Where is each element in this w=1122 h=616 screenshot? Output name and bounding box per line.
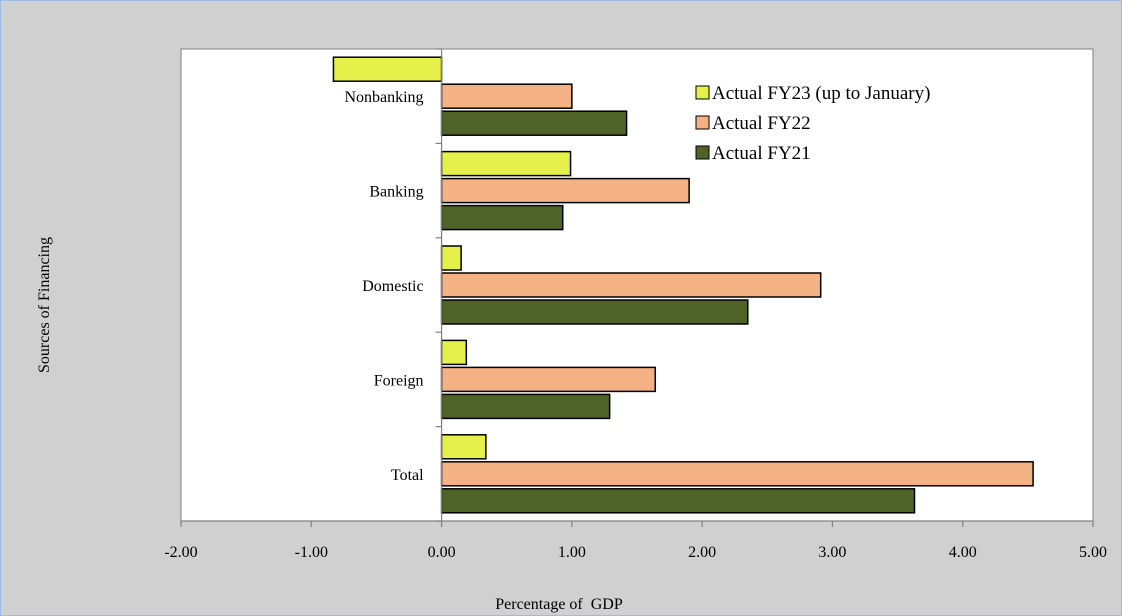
legend-swatch-0 — [695, 85, 710, 100]
legend-label-2: Actual FY21 — [712, 143, 811, 164]
value-tick-label: 2.00 — [688, 544, 716, 561]
category-label-foreign: Foreign — [374, 372, 424, 389]
category-label-nonbanking: Nonbanking — [344, 89, 423, 106]
value-tick-label: 0.00 — [428, 544, 456, 561]
legend-label-0: Actual FY23 (up to January) — [712, 83, 930, 104]
bar-foreign-series-2 — [440, 393, 611, 420]
ticks-group: Nonbanking Banking Domestic Foreign Total -2.… — [164, 89, 1107, 561]
bar-nonbanking-series-2 — [440, 110, 628, 136]
x-axis-title: Percentage of GDP — [495, 596, 623, 613]
bar-domestic-series-2 — [440, 299, 749, 325]
value-tick-label: 1.00 — [558, 544, 586, 561]
bar-foreign-series-0 — [440, 339, 468, 366]
bar-nonbanking-series-1 — [440, 83, 573, 109]
bar-foreign-series-1 — [440, 366, 656, 393]
legend-swatch-1 — [695, 115, 710, 130]
bar-total-series-0 — [440, 434, 487, 460]
value-tick-label: 3.00 — [818, 544, 846, 561]
bars-group — [332, 56, 1034, 514]
bar-nonbanking-series-0 — [332, 56, 443, 82]
legend: Actual FY23 (up to January) Actual FY22 Ac… — [695, 83, 930, 164]
bar-total-series-2 — [440, 488, 916, 514]
bar-banking-series-1 — [440, 177, 690, 204]
y-axis-title: Sources of Financing — [36, 237, 53, 373]
bar-banking-series-2 — [440, 204, 564, 231]
category-label-domestic: Domestic — [362, 278, 423, 295]
value-tick-label: -2.00 — [164, 544, 197, 561]
legend-swatch-2 — [695, 145, 710, 160]
bar-banking-series-0 — [440, 150, 572, 177]
bar-domestic-series-0 — [440, 245, 462, 271]
value-tick-label: 4.00 — [949, 544, 977, 561]
value-tick-label: 5.00 — [1079, 544, 1107, 561]
category-label-banking: Banking — [369, 184, 423, 201]
legend-label-1: Actual FY22 — [712, 113, 811, 134]
bar-total-series-1 — [440, 461, 1034, 487]
value-tick-label: -1.00 — [295, 544, 328, 561]
category-label-total: Total — [391, 467, 424, 484]
axes-group — [181, 48, 1093, 522]
bar-domestic-series-1 — [440, 272, 822, 298]
